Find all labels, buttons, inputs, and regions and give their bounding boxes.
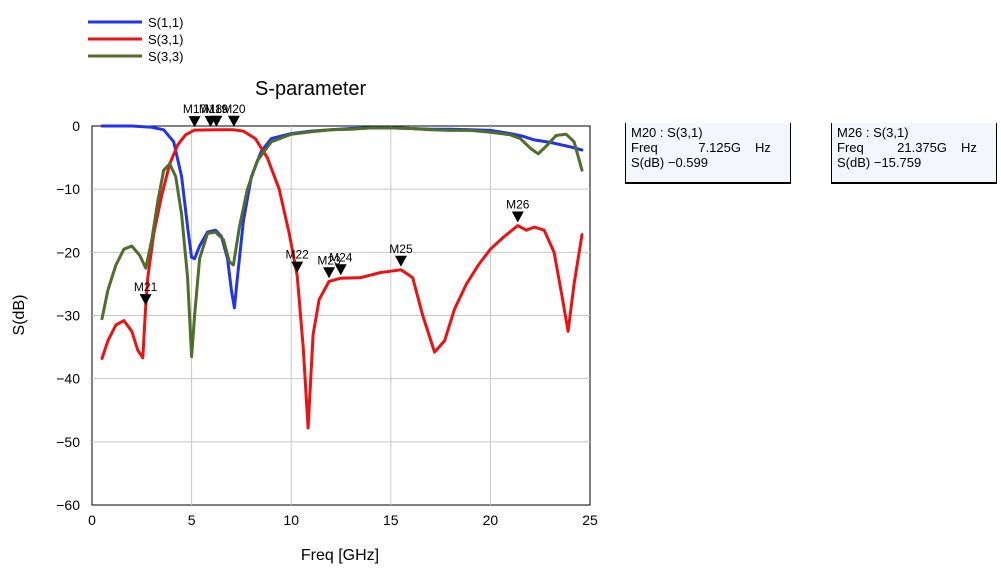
y-axis-ticks: 0 −10 −20 −30 −40 −50 −60 (56, 118, 80, 513)
y-tick-label: −20 (56, 244, 80, 260)
marker-label: M22 (286, 248, 310, 262)
marker-label: M18 (199, 102, 223, 116)
y-tick-label: −30 (56, 308, 80, 324)
y-tick-label: −50 (56, 434, 80, 450)
readout-freq-row: Freq 7.125G Hz (631, 140, 785, 155)
readout-s-row: S(dB) −0.599 (631, 155, 785, 170)
marker-triangle (188, 116, 201, 128)
legend-label: S(3,1) (148, 32, 183, 47)
marker-label: M20 (222, 102, 246, 116)
marker-triangle (511, 211, 524, 223)
x-axis-title: Freq [GHz] (301, 547, 379, 564)
readout-freq-key: Freq (837, 140, 864, 155)
marker-label: M21 (134, 280, 158, 294)
marker-triangle (227, 115, 240, 127)
marker-label: M25 (389, 242, 413, 256)
y-tick-label: −10 (56, 181, 80, 197)
x-tick-label: 5 (188, 512, 196, 528)
legend: S(1,1) S(3,1) S(3,3) (88, 15, 183, 64)
series-lines (100, 124, 584, 430)
y-tick-label: 0 (72, 118, 80, 134)
marker-label: M24 (329, 250, 353, 264)
readout-freq-value: 21.375G (897, 140, 947, 155)
grid (92, 126, 590, 505)
marker-label: M19 (205, 102, 229, 116)
readout-head-row: M20 : S(3,1) (631, 125, 785, 140)
marker-triangle (291, 261, 304, 273)
marker-label: M23 (317, 253, 341, 267)
legend-label: S(1,1) (148, 15, 183, 30)
series-line-3 (100, 126, 584, 359)
marker-triangle (334, 264, 347, 276)
marker-readout: M26 : S(3,1) Freq 21.375G Hz S(dB) −15.759 (831, 123, 997, 183)
readout-freq-key: Freq (631, 140, 658, 155)
marker-triangle (210, 115, 223, 127)
marker-triangle (323, 267, 336, 279)
x-tick-label: 10 (283, 512, 299, 528)
chart-title: S-parameter (255, 78, 366, 100)
readout-freq-row: Freq 21.375G Hz (837, 140, 991, 155)
x-tick-label: 25 (582, 512, 598, 528)
marker-readout: M20 : S(3,1) Freq 7.125G Hz S(dB) −0.599 (625, 123, 791, 183)
readout-head: M20 : S(3,1) (631, 125, 703, 140)
readout-s-value: −15.759 (873, 155, 922, 170)
readout-freq-value: 7.125G (698, 140, 741, 155)
x-tick-label: 15 (383, 512, 399, 528)
readout-freq-unit: Hz (961, 140, 977, 155)
x-axis-ticks: 0 5 10 15 20 25 (88, 512, 598, 528)
marker-label: M26 (506, 198, 530, 212)
legend-label: S(3,3) (148, 49, 183, 64)
x-tick-label: 20 (483, 512, 499, 528)
marker-triangle (139, 294, 152, 306)
readout-s-key: S(dB) (837, 155, 871, 170)
marker-label: M17 (183, 102, 207, 116)
readout-s-key: S(dB) (631, 155, 665, 170)
readout-s-value: −0.599 (667, 155, 708, 170)
readout-freq-unit: Hz (755, 140, 771, 155)
readout-head-row: M26 : S(3,1) (837, 125, 991, 140)
marker-triangle (394, 255, 407, 267)
series-line-2 (100, 128, 584, 430)
x-tick-label: 0 (88, 512, 96, 528)
readout-head: M26 : S(3,1) (837, 125, 909, 140)
readout-s-row: S(dB) −15.759 (837, 155, 991, 170)
y-tick-label: −40 (56, 371, 80, 387)
y-axis-title: S(dB) (11, 295, 28, 336)
y-tick-label: −60 (56, 497, 80, 513)
